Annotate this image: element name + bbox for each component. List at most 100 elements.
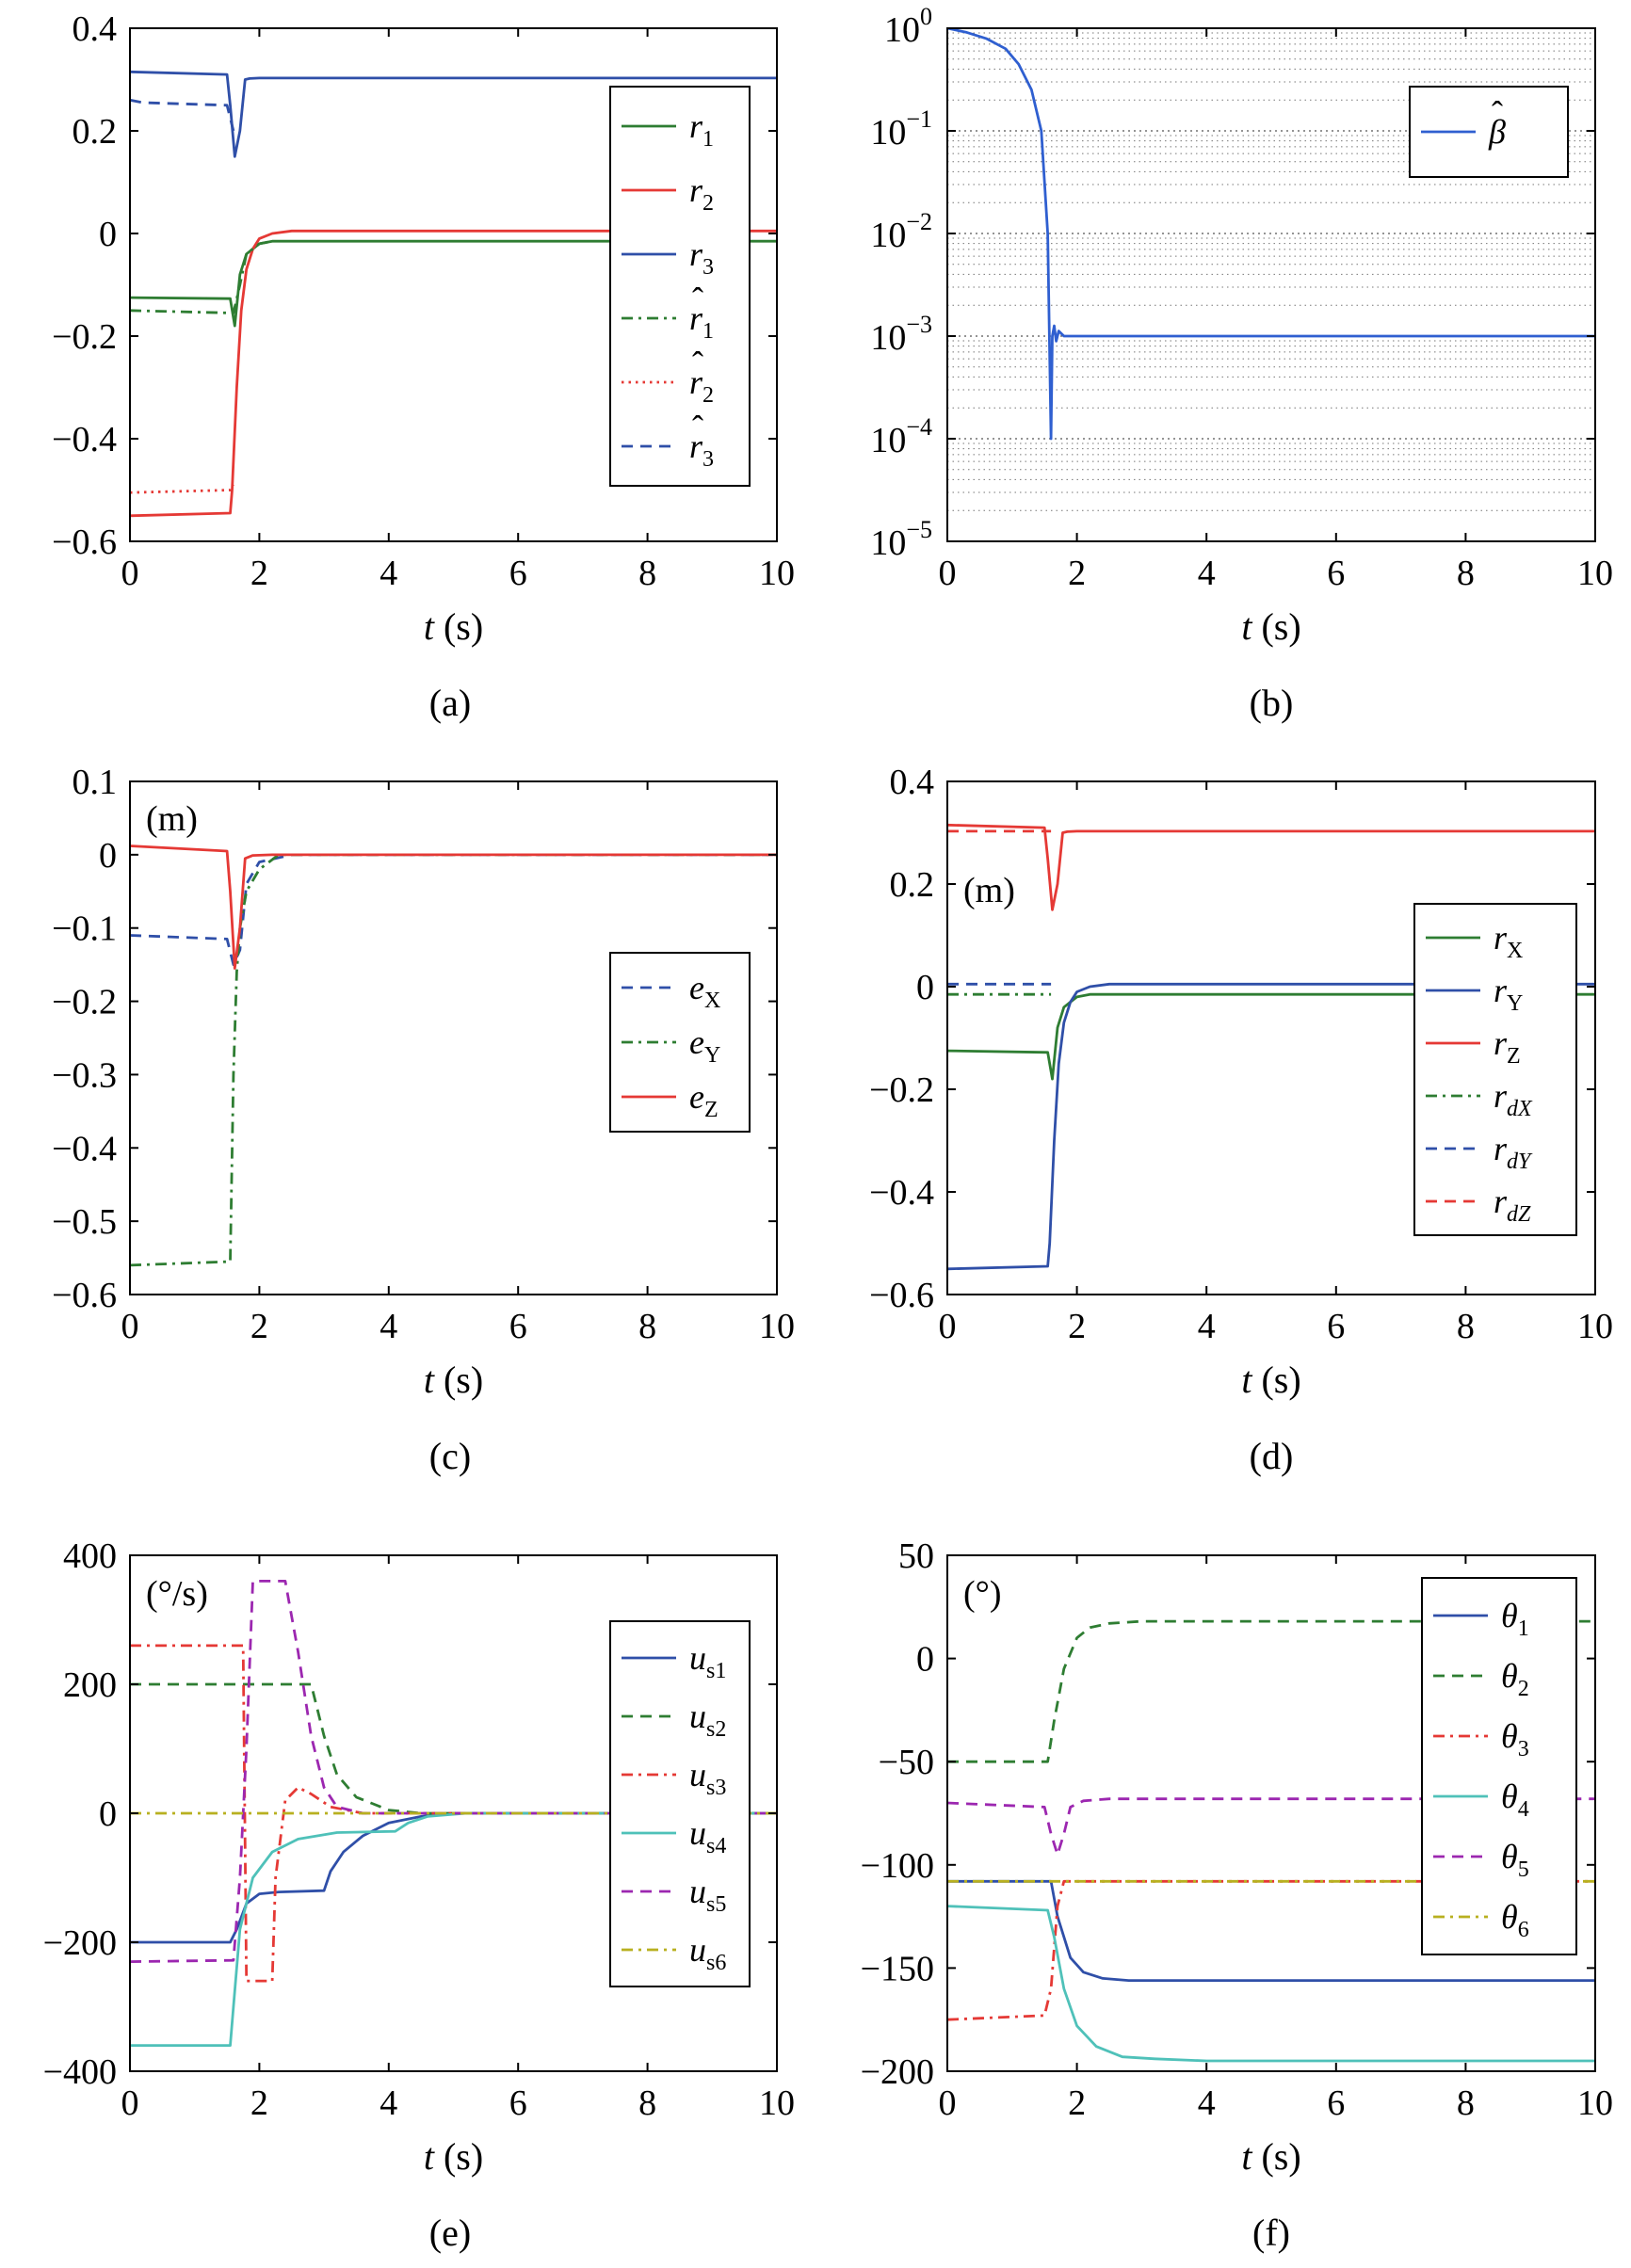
legend-entry: θ6: [1501, 1898, 1529, 1942]
tick-exponent: −4: [906, 413, 932, 441]
axes-frame: [129, 780, 778, 1295]
legend-symbol: u: [689, 1639, 706, 1677]
tick-exponent: 0: [920, 3, 932, 30]
series-group: [130, 844, 777, 1267]
series-line-5: [130, 1580, 777, 1963]
x-axis-label: t (s): [424, 2135, 483, 2178]
y-tick-label: −200: [43, 1923, 117, 1963]
legend-symbol: e: [689, 969, 704, 1006]
tick-exponent: −1: [906, 105, 932, 133]
legend-symbol: θ: [1501, 1838, 1518, 1875]
x-tick-label: 2: [1068, 554, 1086, 593]
x-axis-var: t: [424, 1359, 435, 1401]
legend-entry: θ1: [1501, 1597, 1529, 1641]
series-line-4: [130, 1811, 777, 2048]
series-line-3: [947, 823, 1595, 911]
y-tick-label: −0.5: [52, 1202, 117, 1242]
legend-subscript: s6: [706, 1951, 726, 1975]
y-tick-label: 50: [898, 1536, 934, 1576]
x-tick-label: 10: [759, 554, 795, 593]
y-tick-label: 0.2: [73, 112, 118, 152]
legend-subscript: 1: [702, 127, 714, 152]
legend-subscript: Y: [1507, 991, 1523, 1016]
series-line-3: [130, 70, 777, 158]
x-tick-label: 0: [939, 1307, 957, 1346]
legend-entry: r1: [689, 299, 714, 344]
tick-exponent: −5: [906, 516, 932, 543]
x-tick-label: 4: [379, 554, 397, 593]
x-tick-label: 8: [1457, 554, 1475, 593]
legend-entry: eZ: [689, 1078, 719, 1122]
x-tick-label: 0: [121, 2083, 139, 2123]
x-tick-label: 6: [509, 554, 527, 593]
legend-symbol: θ: [1501, 1898, 1518, 1936]
legend-symbol: β: [1488, 113, 1506, 151]
legend: βˆ: [1409, 86, 1569, 178]
x-tick-label: 4: [379, 1307, 397, 1346]
y-tick-label: −150: [861, 1949, 934, 1988]
x-tick-label: 10: [1577, 2083, 1613, 2123]
x-axis-label: t (s): [1241, 2135, 1300, 2178]
axes-frame: [946, 1554, 1596, 2072]
legend-hat: ˆ: [692, 281, 703, 318]
legend-entry: rX: [1494, 919, 1523, 963]
unit-label: (°): [963, 1574, 1002, 1614]
legend-box: [609, 952, 751, 1133]
x-tick-label: 4: [1198, 554, 1216, 593]
y-tick-label: −0.6: [52, 1276, 117, 1315]
y-tick-label: −0.6: [52, 523, 117, 562]
chart-panel-c: 0 2 4 6 8 10 0.1 0 −0.1 −0.2 −0.3 −0.4 −0.5 −0.6 t (s)…: [52, 763, 795, 1477]
y-tick-label: 0.2: [890, 865, 935, 905]
series-line-3: [130, 844, 777, 970]
panel-label: (c): [429, 1435, 471, 1477]
legend-entry: r2: [689, 171, 714, 216]
y-tick-label: −0.2: [869, 1070, 934, 1110]
legend-entry: rdX: [1494, 1077, 1533, 1121]
chart-panel-a: 0 2 4 6 8 100.40.20−0.2−0.4−0.6t (s)(a)r1r2r3…: [52, 9, 795, 724]
x-tick-label: 10: [759, 2083, 795, 2123]
legend-subscript: 2: [1518, 1677, 1529, 1701]
x-tick-label: 4: [1198, 2083, 1216, 2123]
legend-symbol: r: [1494, 1077, 1508, 1115]
tick-base: 10: [870, 318, 906, 358]
y-tick-label: 0: [99, 1794, 117, 1834]
y-tick-label: 200: [63, 1665, 117, 1705]
panel-label: (a): [429, 682, 471, 724]
legend-entry: us5: [689, 1873, 726, 1917]
x-axis-label: t (s): [1241, 605, 1300, 648]
series-line-5: [947, 1797, 1595, 1857]
legend-symbol: e: [689, 1078, 704, 1116]
series-line-2: [130, 229, 777, 518]
legend-subscript: 4: [1518, 1797, 1529, 1822]
legend-symbol: u: [689, 1697, 706, 1735]
x-axis-label: t (s): [424, 605, 483, 648]
x-tick-label: 0: [121, 554, 139, 593]
tick-base: 10: [870, 523, 906, 563]
legend-entry: us2: [689, 1697, 726, 1742]
panel-label: (f): [1252, 2212, 1290, 2254]
x-axis-label: t (s): [424, 1359, 483, 1401]
legend-subscript: 3: [1518, 1737, 1529, 1761]
series-line-4: [947, 1905, 1595, 2063]
legend-subscript: X: [1507, 939, 1523, 963]
legend-symbol: r: [1494, 1024, 1508, 1062]
y-tick-label: 400: [63, 1536, 117, 1576]
x-tick-label: 10: [759, 1307, 795, 1346]
legend-hat: ˆ: [692, 409, 703, 446]
series-line-1: [947, 28, 1595, 441]
legend-box: [609, 86, 751, 487]
x-tick-label: 8: [638, 1307, 656, 1346]
legend-subscript: 1: [1518, 1617, 1529, 1641]
legend-subscript: 1: [702, 319, 714, 344]
legend-entry: rY: [1494, 972, 1523, 1016]
legend-entry: us6: [689, 1931, 726, 1975]
legend-subscript: 2: [702, 383, 714, 408]
x-tick-label: 10: [1577, 1307, 1613, 1346]
